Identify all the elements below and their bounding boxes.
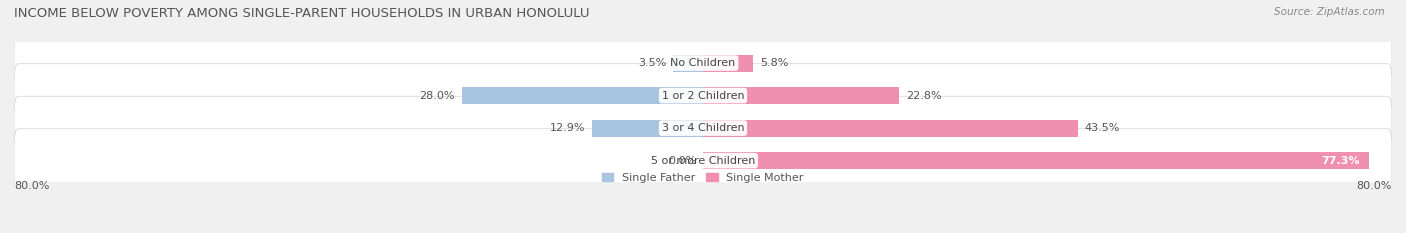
Bar [592,120,703,137]
Text: INCOME BELOW POVERTY AMONG SINGLE-PARENT HOUSEHOLDS IN URBAN HONOLULU: INCOME BELOW POVERTY AMONG SINGLE-PARENT… [14,7,589,20]
Text: Source: ZipAtlas.com: Source: ZipAtlas.com [1274,7,1385,17]
Bar [703,152,1368,169]
Text: 1 or 2 Children: 1 or 2 Children [662,91,744,101]
Bar [703,55,754,72]
Text: 28.0%: 28.0% [419,91,456,101]
Text: 12.9%: 12.9% [550,123,585,133]
Text: 22.8%: 22.8% [907,91,942,101]
Text: 5 or more Children: 5 or more Children [651,156,755,166]
FancyBboxPatch shape [14,96,1392,160]
FancyBboxPatch shape [14,64,1392,127]
Bar [703,87,900,104]
Text: 43.5%: 43.5% [1084,123,1119,133]
Bar [461,87,703,104]
Text: 80.0%: 80.0% [14,181,49,191]
Text: 3 or 4 Children: 3 or 4 Children [662,123,744,133]
Text: 5.8%: 5.8% [759,58,789,68]
Bar [703,120,1077,137]
Legend: Single Father, Single Mother: Single Father, Single Mother [598,168,808,187]
Text: 77.3%: 77.3% [1322,156,1360,166]
FancyBboxPatch shape [14,31,1392,95]
Text: 0.0%: 0.0% [668,156,696,166]
FancyBboxPatch shape [14,129,1392,192]
Text: 80.0%: 80.0% [1357,181,1392,191]
Text: 3.5%: 3.5% [638,58,666,68]
Bar [673,55,703,72]
Text: No Children: No Children [671,58,735,68]
